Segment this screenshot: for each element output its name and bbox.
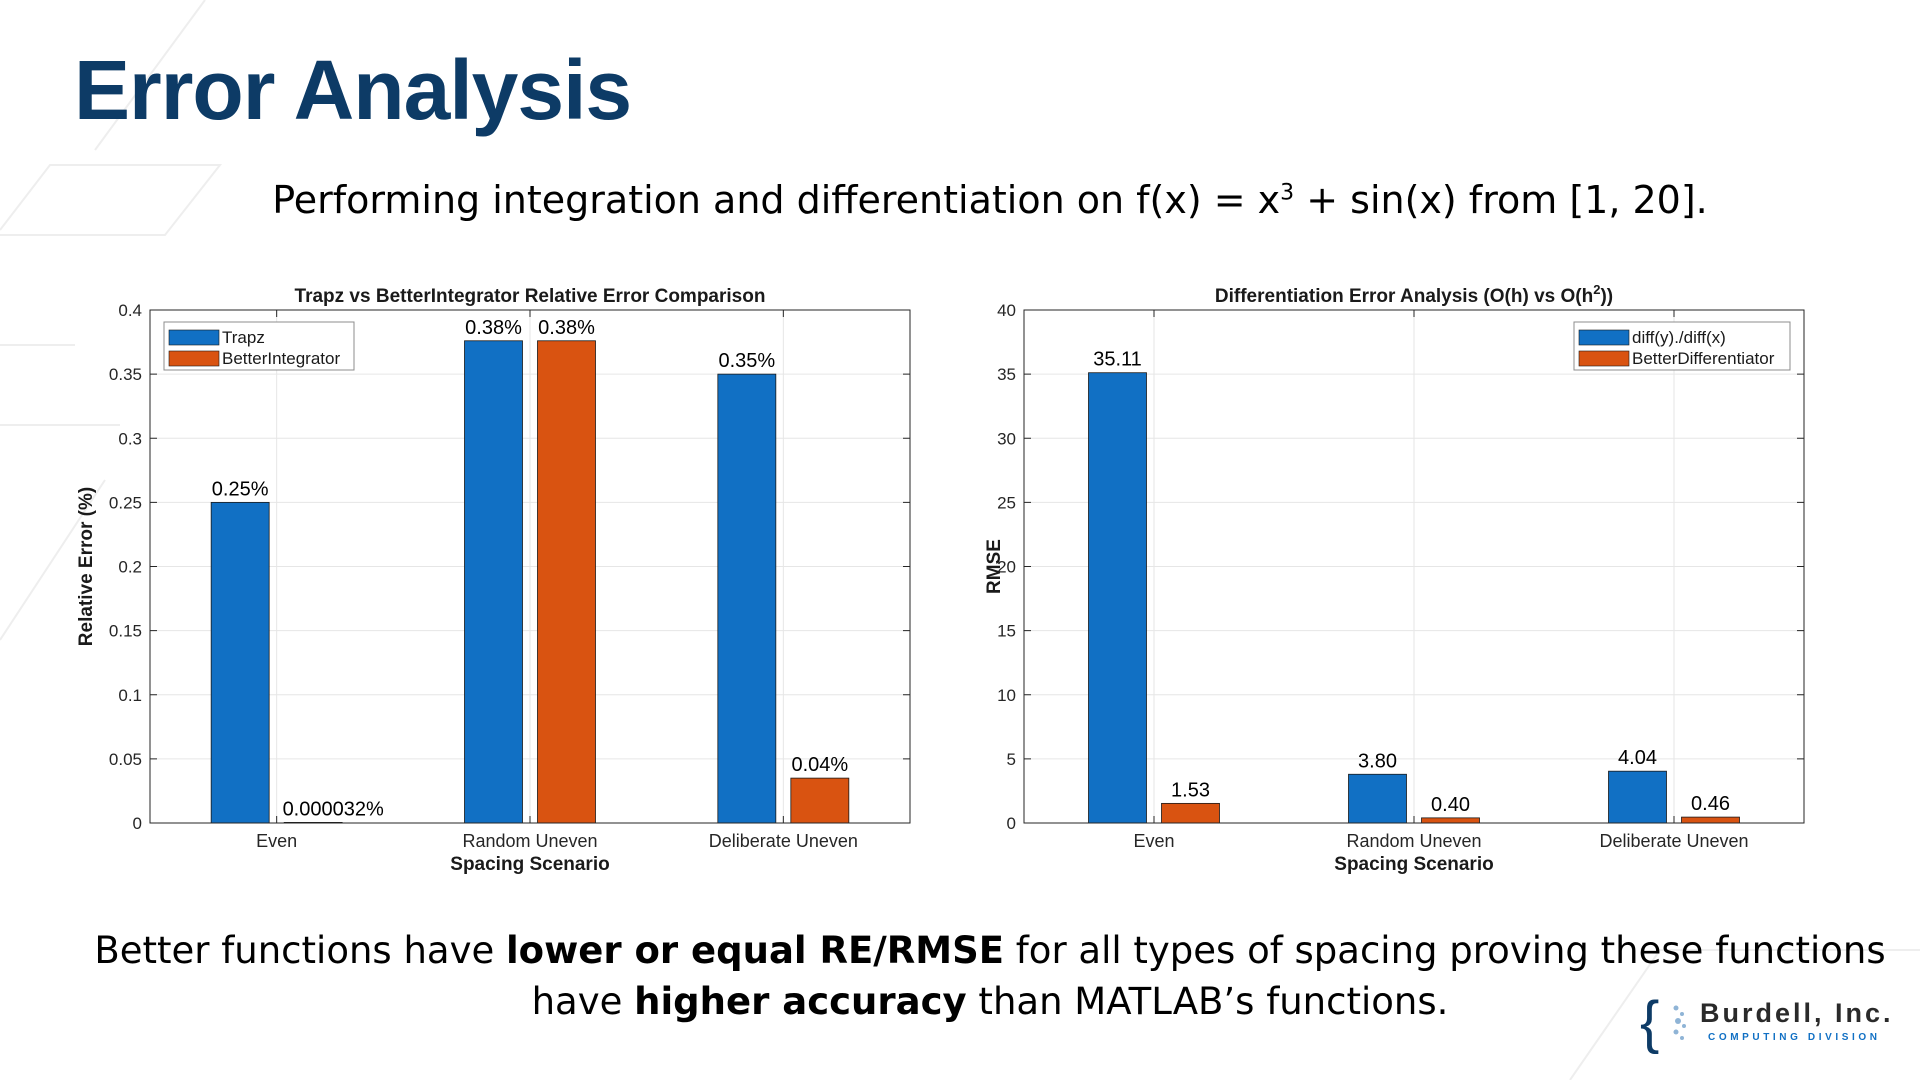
company-logo: { Burdell, Inc. COMPUTING DIVISION [1640,990,1894,1055]
chart-1-grid [150,309,910,824]
chart-1-legend-swatch-1 [168,350,220,367]
conclusion-bold-1: lower or equal RE/RMSE [505,929,1005,972]
chart-1-ytick-label-5: 0.25 [109,493,142,512]
chart-2-bar-0-0 [1088,372,1147,824]
conclusion-part-1: Better functions have [94,929,506,972]
chart-1-data-label-1-0: 0.000032% [283,798,384,820]
chart-2-data-label-0-2: 4.04 [1618,747,1657,769]
integration-error-chart: 0.25% 0.38% 0.35% 0.000032% 0.38% 0.04% 0 0.05 0… [70,275,920,910]
chart-2-ytick-label-3: 15 [997,622,1016,641]
chart-2-xtick-label-1: Random Uneven [1346,831,1481,851]
chart-2-bar-0-2 [1608,770,1667,824]
logo-division: COMPUTING DIVISION [1708,1032,1881,1043]
chart-1-ytick-label-8: 0.4 [118,301,142,320]
chart-2-bar-1-2 [1681,816,1740,824]
chart-2-legend-swatch-1 [1578,350,1630,367]
chart-2-ytick-label-7: 35 [997,365,1016,384]
chart-2-ytick-label-2: 10 [997,686,1016,705]
chart-2-ytick-label-5: 25 [997,493,1016,512]
chart-2-ylabel: RMSE [984,539,1005,594]
chart-1-data-label-0-1: 0.38% [465,317,522,339]
chart-1-legend-label-1: BetterIntegrator [222,349,340,368]
subtitle-text-start: Performing integration and differentiati… [272,178,1281,222]
chart-1-legend: Trapz BetterIntegrator [163,321,355,371]
chart-2-data-label-0-0: 35.11 [1093,349,1142,371]
differentiation-error-chart: 35.11 3.80 4.04 1.53 0.40 0.46 0 5 10 15 20 25 30 35 4… [962,275,1812,910]
chart-2-legend-swatch-0 [1578,329,1630,346]
chart-2-xlabel: Spacing Scenario [1334,854,1493,875]
chart-2-ticks: 0 5 10 15 20 25 30 35 40 Even Random Uneven Deliber… [997,301,1804,851]
slide-title: Error Analysis [74,43,632,137]
logo-brace: { [1640,990,1659,1055]
chart-1-series-0: 0.25% 0.38% 0.35% [210,317,777,824]
chart-2-xtick-label-2: Deliberate Uneven [1599,831,1748,851]
chart-2-grid [1024,309,1804,824]
conclusion-text: Better functions have lower or equal RE/… [60,925,1920,1027]
chart-1-bar-1-1 [537,340,596,824]
chart-1-ylabel: Relative Error (%) [76,487,97,646]
subtitle-exponent: 3 [1280,180,1295,206]
chart-1-xtick-label-2: Deliberate Uneven [709,831,858,851]
chart-2-ytick-label-1: 5 [1007,750,1016,769]
chart-1-legend-swatch-0 [168,329,220,346]
chart-2-legend-label-0: diff(y)./diff(x) [1632,328,1726,347]
chart-1-ytick-label-1: 0.05 [109,750,142,769]
chart-1-ytick-label-0: 0 [133,814,142,833]
chart-1-ticks: 0 0.05 0.1 0.15 0.2 0.25 0.3 0.35 0.4 Even Random … [109,301,910,851]
chart-2-xtick-label-0: Even [1133,831,1174,851]
chart-2-data-label-1-2: 0.46 [1691,793,1730,815]
chart-1-ytick-label-7: 0.35 [109,365,142,384]
chart-1-bar-1-2 [790,777,850,824]
chart-2-svg: 35.11 3.80 4.04 1.53 0.40 0.46 0 5 10 15 20 25 30 35 4… [984,282,1805,875]
chart-1-xtick-label-0: Even [256,831,297,851]
chart-2-series-0: 35.11 3.80 4.04 [1088,349,1667,824]
chart-2-legend: diff(y)./diff(x) BetterDifferentiator [1573,321,1791,371]
chart-2-data-label-0-1: 3.80 [1358,750,1397,772]
conclusion-bold-2: higher accuracy [634,980,967,1023]
chart-2-ytick-label-6: 30 [997,429,1016,448]
logo-name: Burdell, Inc. [1700,998,1894,1028]
chart-2-ytick-label-4: 20 [997,558,1016,577]
chart-1-data-label-0-0: 0.25% [212,478,269,500]
chart-2-title: Differentiation Error Analysis (O(h) vs … [1215,282,1613,307]
chart-2-data-label-1-1: 0.40 [1431,794,1470,816]
chart-1-data-label-1-2: 0.04% [791,754,848,776]
chart-1-series-1: 0.000032% 0.38% 0.04% [283,317,850,824]
chart-1-title: Trapz vs BetterIntegrator Relative Error… [295,286,766,307]
chart-2-ytick-label-0: 0 [1007,814,1016,833]
chart-1-data-label-0-2: 0.35% [718,350,775,372]
subtitle-text-end: + sin(x) from [1, 20]. [1294,178,1708,222]
chart-2-bar-1-1 [1421,817,1480,824]
chart-1-bar-0-0 [210,501,270,824]
chart-1-ytick-label-3: 0.15 [109,622,142,641]
chart-1-ytick-label-6: 0.3 [118,429,142,448]
chart-1-xlabel: Spacing Scenario [450,854,609,875]
chart-1-xtick-label-1: Random Uneven [462,831,597,851]
chart-2-bar-1-0 [1161,802,1220,824]
chart-1-bar-0-1 [464,340,523,824]
chart-2-legend-label-1: BetterDifferentiator [1632,349,1775,368]
chart-1-ytick-label-4: 0.2 [118,558,142,577]
chart-1-svg: 0.25%0.38%0.35%0.000032%0.38%0.04%00.050… [76,286,911,875]
chart-1-legend-label-0: Trapz [222,328,265,347]
logo-dots-icon [1673,1005,1686,1040]
chart-1-data-label-1-1: 0.38% [538,317,595,339]
conclusion-part-2: for all types of spacing proving these f… [531,929,1886,1023]
chart-1-bar-0-2 [717,373,777,824]
chart-2-data-label-1-0: 1.53 [1171,779,1210,801]
chart-2-ytick-label-8: 40 [997,301,1016,320]
conclusion-part-3: than MATLAB’s functions. [966,980,1449,1023]
chart-1-ytick-label-2: 0.1 [118,686,142,705]
slide-subtitle: Performing integration and differentiati… [0,178,1920,222]
chart-2-bar-0-1 [1348,773,1407,824]
